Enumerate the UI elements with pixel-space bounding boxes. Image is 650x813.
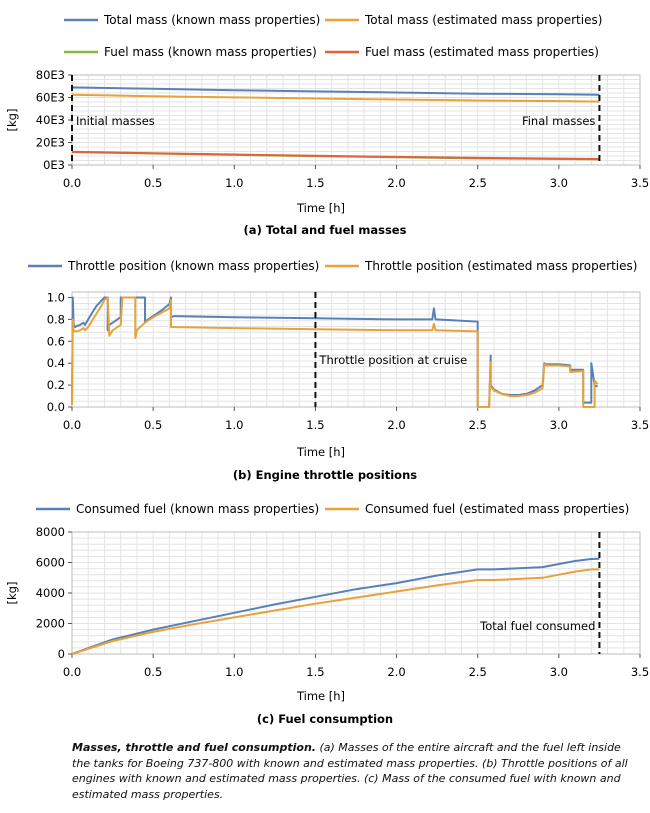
x-tick-label: 3.5 xyxy=(631,176,649,190)
caption-bold: Masses, throttle and fuel consumption. xyxy=(72,741,316,754)
legend-label-3: Fuel mass (known mass properties) xyxy=(104,45,317,59)
chart-c: 0 2000 4000 6000 8000 0.0 0.5 1.0 1.5 2.0 2.5 3.0 3.… xyxy=(5,502,649,726)
y-axis-label: [kg] xyxy=(5,582,19,605)
legend-label-1: Consumed fuel (known mass properties) xyxy=(76,502,319,516)
x-tick-label: 2.0 xyxy=(387,418,405,432)
x-tick-label: 1.0 xyxy=(225,176,243,190)
x-axis-label: Time [h] xyxy=(296,689,345,703)
y-tick-label: 6000 xyxy=(36,556,65,570)
x-tick-label: 0.0 xyxy=(63,176,81,190)
x-tick-label: 1.5 xyxy=(306,176,324,190)
x-tick-label: 0.0 xyxy=(63,665,81,679)
chart-subtitle: (b) Engine throttle positions xyxy=(233,468,417,482)
y-tick-label: 80E3 xyxy=(36,68,65,82)
y-tick-label: 2000 xyxy=(36,617,65,631)
series-line-1 xyxy=(71,557,600,655)
x-tick-label: 2.5 xyxy=(469,418,487,432)
x-tick-label: 1.5 xyxy=(306,418,324,432)
legend-label-1: Throttle position (known mass properties… xyxy=(67,259,319,273)
x-tick-label: 3.5 xyxy=(631,418,649,432)
legend-label-4: Fuel mass (estimated mass properties) xyxy=(365,45,599,59)
x-tick-label: 3.0 xyxy=(550,418,568,432)
y-tick-label: 1.0 xyxy=(47,290,65,304)
legend-label-2: Total mass (estimated mass properties) xyxy=(364,13,602,27)
chart-subtitle: (a) Total and fuel masses xyxy=(244,223,407,237)
marker-label-2: Final masses xyxy=(522,114,595,128)
y-tick-label: 4000 xyxy=(36,586,65,600)
legend-label-1: Total mass (known mass properties) xyxy=(103,13,320,27)
y-tick-label: 0.4 xyxy=(47,356,65,370)
y-axis-label: [kg] xyxy=(5,109,19,132)
y-tick-label: 8000 xyxy=(36,525,65,539)
x-tick-label: 1.0 xyxy=(225,665,243,679)
y-tick-label: 0.2 xyxy=(47,378,65,392)
y-tick-label: 0.0 xyxy=(47,400,65,414)
y-tick-label: 0 xyxy=(58,647,65,661)
x-tick-label: 3.0 xyxy=(550,665,568,679)
legend-label-2: Consumed fuel (estimated mass properties… xyxy=(365,502,629,516)
y-tick-label: 60E3 xyxy=(36,91,65,105)
series-line-1 xyxy=(71,296,598,408)
chart-a: 0E3 20E3 40E3 60E3 80E3 0.0 0.5 1.0 1.5 2.0 2.5 3.0… xyxy=(5,13,649,237)
series-line-1 xyxy=(71,86,600,96)
chart-subtitle: (c) Fuel consumption xyxy=(257,712,393,726)
marker-label-1: Initial masses xyxy=(76,114,155,128)
x-axis-label: Time [h] xyxy=(296,201,345,215)
caption-text: (a) Masses of the entire aircraft and th… xyxy=(72,741,628,801)
series-line-4 xyxy=(71,150,600,160)
x-tick-label: 0.5 xyxy=(144,176,162,190)
series-line-2 xyxy=(71,568,600,655)
y-tick-label: 20E3 xyxy=(36,136,65,150)
x-tick-label: 0.5 xyxy=(144,418,162,432)
x-tick-label: 2.0 xyxy=(387,176,405,190)
x-tick-label: 1.0 xyxy=(225,418,243,432)
x-tick-label: 3.5 xyxy=(631,665,649,679)
x-tick-label: 0.0 xyxy=(63,418,81,432)
series-line-2 xyxy=(71,296,599,408)
y-tick-label: 0E3 xyxy=(43,158,65,172)
x-tick-label: 2.0 xyxy=(387,665,405,679)
marker-label-1: Throttle position at cruise xyxy=(318,353,467,367)
series-line-2 xyxy=(71,93,600,103)
figure-caption: Masses, throttle and fuel consumption. (… xyxy=(72,740,632,802)
y-tick-label: 40E3 xyxy=(36,113,65,127)
marker-label-1: Total fuel consumed xyxy=(479,619,595,633)
x-axis-label: Time [h] xyxy=(296,445,345,459)
chart-b: 0.0 0.2 0.4 0.6 0.8 1.0 0.0 0.5 1.0 1.5 2.0 2.5 3.0 3… xyxy=(28,259,649,482)
y-tick-label: 0.6 xyxy=(47,334,65,348)
legend-label-2: Throttle position (estimated mass proper… xyxy=(364,259,637,273)
x-tick-label: 2.5 xyxy=(469,665,487,679)
x-tick-label: 0.5 xyxy=(144,665,162,679)
y-tick-label: 0.8 xyxy=(47,312,65,326)
x-tick-label: 1.5 xyxy=(306,665,324,679)
x-tick-label: 3.0 xyxy=(550,176,568,190)
x-tick-label: 2.5 xyxy=(469,176,487,190)
